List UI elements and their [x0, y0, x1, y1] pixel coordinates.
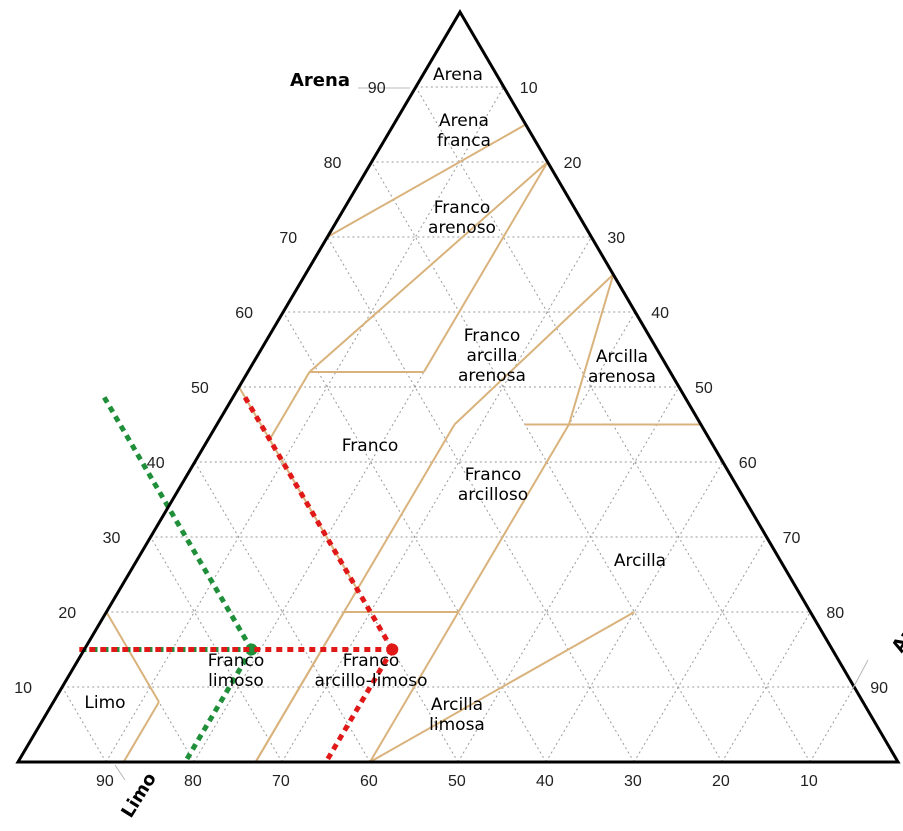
class-boundary-line [453, 273, 614, 426]
region-label-line: arenoso [428, 218, 496, 238]
triangle-frame [15, 9, 901, 764]
region-label-line: Arena [439, 111, 489, 131]
clay-title-leader [851, 659, 869, 691]
region-label-line: arcillo-limoso [314, 671, 427, 691]
class-boundary-line [457, 423, 570, 613]
region-label-line: arcilla [467, 346, 518, 366]
clay-tick-label: 60 [739, 455, 757, 472]
region-arcilla-limosa: Arcilla limosa [429, 695, 485, 735]
region-franco-arcilla-arenosa: Franco arcilla arenosa [458, 326, 526, 386]
clay-grid-line [545, 461, 724, 763]
clay-tick-label: 90 [870, 680, 888, 697]
red-sample-point [386, 643, 399, 656]
class-boundary-line [122, 701, 160, 763]
clay-grid-line [809, 686, 855, 763]
silt-axis-title: Limo [117, 769, 161, 821]
axis-tick-labels: 10 10 10 20 20 20 30 30 30 40 40 40 50 50 50 60 60 60 70 70… [14, 80, 888, 790]
region-arcilla: Arcilla [614, 551, 666, 571]
clay-grid-line [281, 236, 592, 763]
silt-tick-label: 90 [96, 773, 114, 790]
region-label-line: arenosa [458, 366, 526, 386]
sand-tick-label: 80 [324, 155, 342, 172]
region-franco: Franco [342, 436, 398, 456]
region-label-line: Franco [343, 651, 399, 671]
region-arcilla-arenosa: Arcilla arenosa [588, 347, 656, 387]
green-sample-silt-guide [100, 393, 254, 651]
silt-tick-label: 10 [800, 773, 818, 790]
sand-tick-label: 90 [368, 80, 386, 97]
silt-tick-label: 40 [536, 773, 554, 790]
texture-class-boundaries [105, 86, 702, 763]
sand-tick-label: 50 [191, 380, 209, 397]
sand-tick-label: 30 [103, 530, 121, 547]
sand-tick-label: 10 [14, 680, 32, 697]
silt-title-leader [114, 764, 126, 781]
class-boundary-line [308, 161, 549, 373]
region-label-line: arenosa [588, 367, 656, 387]
region-label-line: limoso [208, 671, 264, 691]
class-boundary-line [422, 161, 549, 373]
clay-tick-label: 10 [520, 80, 538, 97]
sand-tick-label: 40 [147, 455, 165, 472]
clay-tick-label: 80 [826, 605, 844, 622]
clay-tick-label: 40 [651, 305, 669, 322]
class-boundary-line [343, 423, 456, 613]
sand-tick-label: 20 [58, 605, 76, 622]
sand-tick-label: 70 [279, 230, 297, 247]
silt-tick-label: 70 [272, 773, 290, 790]
clay-tick-label: 50 [695, 380, 713, 397]
class-boundary-line [105, 611, 160, 703]
region-label-line: Franco [342, 436, 398, 456]
silt-grid-line [371, 161, 723, 763]
region-label-line: Arcilla [614, 551, 666, 571]
silt-tick-label: 50 [448, 773, 466, 790]
clay-grid-line [457, 386, 680, 763]
sample-guides [79, 393, 399, 764]
silt-tick-label: 60 [360, 773, 378, 790]
clay-grid-line [721, 611, 811, 763]
region-franco-arenoso: Franco arenoso [428, 198, 496, 238]
green-sample-point [245, 643, 258, 656]
clay-tick-label: 70 [783, 530, 801, 547]
clay-axis-title: Arcilla [888, 590, 903, 656]
region-label-line: Franco [464, 326, 520, 346]
region-label-line: Arcilla [431, 695, 483, 715]
region-franco-arcilloso: Franco arcilloso [458, 465, 528, 505]
region-arena-franca: Arena franca [437, 111, 491, 151]
class-boundary-line [369, 611, 635, 763]
region-label-line: limosa [429, 715, 485, 735]
region-label-line: Franco [465, 465, 521, 485]
class-boundary-line [238, 386, 271, 441]
region-label-line: Franco [434, 198, 490, 218]
region-label-line: Arcilla [596, 347, 648, 367]
clay-tick-label: 20 [564, 155, 582, 172]
silt-tick-label: 30 [624, 773, 642, 790]
region-label-line: arcilloso [458, 485, 528, 505]
sand-tick-label: 60 [235, 305, 253, 322]
region-label-line: Franco [208, 651, 264, 671]
class-boundary-line [567, 274, 615, 425]
region-label-line: Arena [433, 65, 483, 85]
class-boundary-line [369, 611, 460, 763]
silt-tick-label: 20 [712, 773, 730, 790]
sand-axis-title: Arena [290, 70, 350, 91]
region-franco-arcillo-limoso: Franco arcillo-limoso [314, 651, 427, 691]
grid-lines [61, 86, 855, 763]
silt-grid-line [326, 236, 635, 763]
region-label-line: Limo [84, 693, 125, 713]
region-label-line: franca [437, 131, 491, 151]
clay-grid-line [633, 536, 768, 763]
red-sample-silt-guide [241, 393, 395, 651]
clay-grid-line [105, 86, 505, 763]
clay-tick-label: 30 [607, 230, 625, 247]
class-boundary-line [254, 611, 345, 763]
region-limo: Limo [84, 693, 125, 713]
class-boundary-line [268, 371, 311, 441]
region-franco-limoso: Franco limoso [208, 651, 264, 691]
class-boundary-line [326, 123, 527, 238]
silt-tick-label: 80 [184, 773, 202, 790]
region-arena: Arena [433, 65, 483, 85]
